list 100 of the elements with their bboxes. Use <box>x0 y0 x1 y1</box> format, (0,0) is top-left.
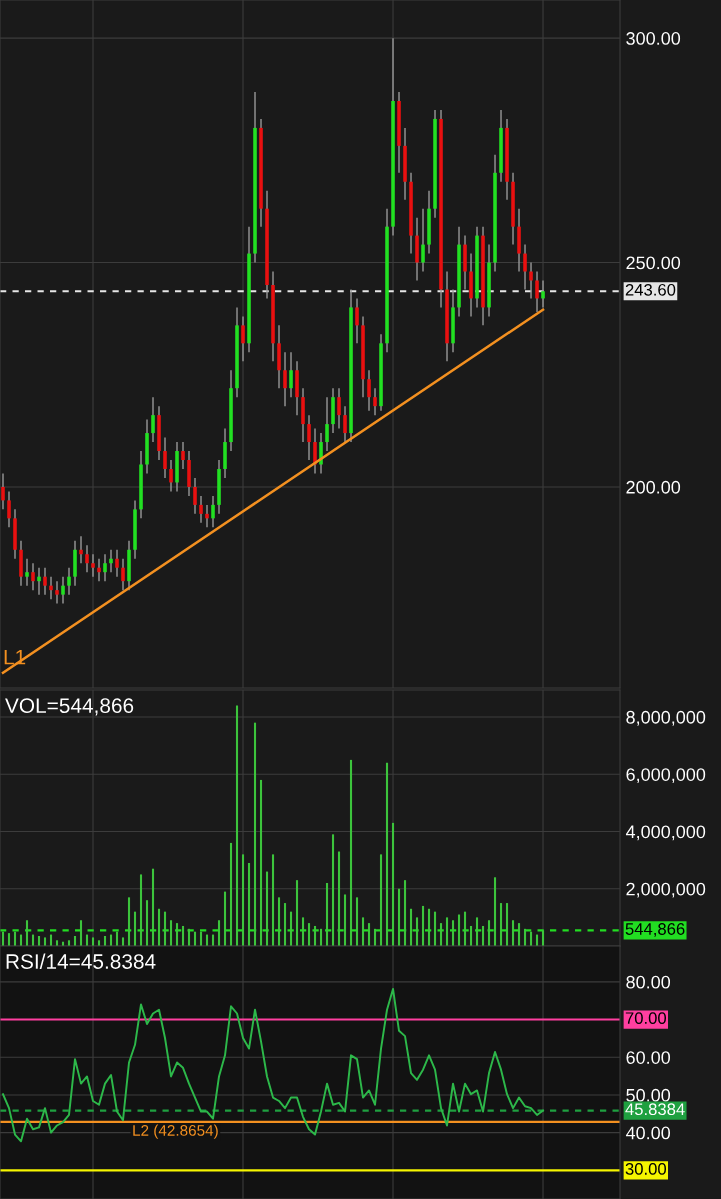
bar <box>463 911 467 947</box>
bar <box>271 854 275 947</box>
candlestick <box>109 549 113 573</box>
candlestick <box>25 558 29 587</box>
candlestick <box>343 405 347 443</box>
bar <box>421 905 425 947</box>
bar <box>295 880 299 947</box>
y-tick-label: 4,000,000 <box>625 825 706 841</box>
bar <box>259 779 263 947</box>
candlestick <box>541 279 545 309</box>
candlestick <box>85 544 89 573</box>
bar <box>169 920 173 947</box>
bar <box>433 911 437 947</box>
bar <box>487 920 491 947</box>
candlestick <box>67 567 71 596</box>
candlestick <box>307 414 311 461</box>
bar <box>415 917 419 947</box>
candlestick <box>199 495 203 524</box>
bar <box>79 920 83 947</box>
ref-line-label: 45.8384 <box>625 1103 685 1116</box>
y-tick-label: 300.00 <box>626 32 681 45</box>
bar <box>355 897 359 947</box>
bar <box>457 914 461 947</box>
bar <box>175 923 179 947</box>
bar <box>349 759 353 947</box>
bar <box>265 871 269 947</box>
candlestick <box>289 351 293 398</box>
bar <box>145 900 149 947</box>
candlestick <box>31 562 35 591</box>
candlestick <box>241 315 245 362</box>
candlestick <box>151 396 155 443</box>
candlestick <box>367 369 371 412</box>
y-tick-label: 2,000,000 <box>626 882 706 898</box>
candlestick <box>421 207 425 273</box>
ref-line-label: 70.00 <box>625 1012 667 1025</box>
bar <box>475 917 479 947</box>
ref-line-label: 243.60 <box>625 283 676 296</box>
candlestick <box>7 490 11 529</box>
candlestick <box>91 553 95 578</box>
bar <box>247 862 251 947</box>
candlestick <box>55 580 59 605</box>
bar <box>253 722 257 947</box>
candlestick <box>103 553 107 582</box>
candlestick <box>121 558 125 591</box>
bar <box>511 920 515 947</box>
bar <box>301 917 305 947</box>
bar <box>445 917 449 947</box>
candlestick <box>115 549 119 578</box>
bar <box>361 917 365 947</box>
bar <box>505 903 509 947</box>
y-tick-label: 250.00 <box>626 256 681 270</box>
bar <box>163 911 167 947</box>
bar <box>385 762 389 947</box>
y-tick-label: 40.00 <box>625 1126 671 1140</box>
candlestick <box>169 459 173 493</box>
candlestick <box>181 441 185 470</box>
candlestick <box>523 243 527 291</box>
bar <box>139 874 143 947</box>
candlestick <box>355 297 359 345</box>
bar <box>157 908 161 947</box>
candlestick <box>325 396 329 452</box>
bar <box>25 920 29 947</box>
bar <box>481 925 485 947</box>
bar <box>541 930 545 947</box>
bar <box>289 911 293 947</box>
candlestick <box>43 567 47 596</box>
candlestick <box>61 575 65 605</box>
bar <box>217 920 221 947</box>
bar <box>127 897 131 947</box>
ref-line-label: 544,866 <box>625 923 685 937</box>
annotation: RSI/14=45.8384 <box>6 953 156 969</box>
candlestick <box>283 351 287 407</box>
candlestick <box>313 427 317 475</box>
bar <box>379 854 383 947</box>
bar <box>283 903 287 947</box>
line-series <box>2 988 544 1143</box>
y-tick-label: 8,000,000 <box>626 710 706 726</box>
bar <box>367 923 371 947</box>
y-tick-label: 200.00 <box>626 480 681 494</box>
candlestick <box>319 432 323 475</box>
candlestick <box>1 472 5 511</box>
ref-line-label: 30.00 <box>625 1163 667 1175</box>
bar <box>451 920 455 947</box>
y-tick-label: 50.00 <box>626 1088 671 1102</box>
bar <box>343 894 347 947</box>
bar <box>337 851 341 947</box>
bar <box>409 908 413 947</box>
bar <box>331 834 335 947</box>
annotation: VOL=544,866 <box>5 698 134 716</box>
bar <box>403 880 407 947</box>
annotation: L2 (42.8654) <box>133 1124 218 1139</box>
bar <box>235 705 239 947</box>
candlestick <box>79 535 83 564</box>
candlestick <box>49 575 53 600</box>
bar <box>133 911 137 947</box>
y-tick-label: 60.00 <box>626 1051 671 1064</box>
candlestick <box>337 387 341 430</box>
bar <box>241 854 245 947</box>
bar <box>277 897 281 947</box>
candlestick <box>535 270 539 313</box>
